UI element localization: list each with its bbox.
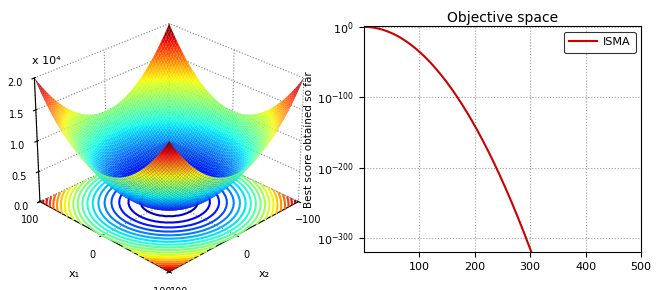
Text: x 10⁴: x 10⁴: [32, 56, 60, 66]
ISMA: [360, 25, 368, 28]
ISMA: [492, 165, 500, 168]
ISMA: [493, 168, 501, 172]
Title: Objective space: Objective space: [447, 11, 558, 25]
ISMA: [510, 206, 518, 210]
ISMA: [525, 244, 533, 248]
Y-axis label: Best score obtained so far: Best score obtained so far: [304, 71, 314, 208]
Line: ISMA: ISMA: [364, 27, 641, 290]
X-axis label: x₂: x₂: [258, 269, 270, 279]
Y-axis label: x₁: x₁: [69, 269, 80, 279]
Legend: ISMA: ISMA: [564, 32, 636, 53]
